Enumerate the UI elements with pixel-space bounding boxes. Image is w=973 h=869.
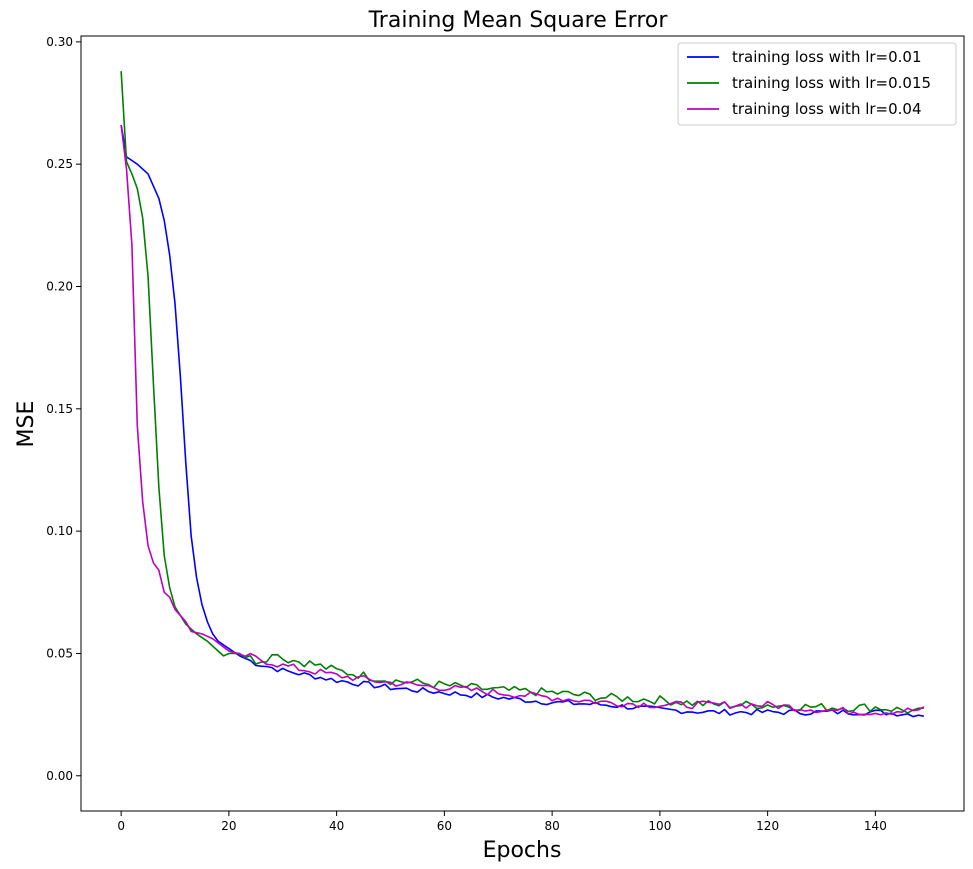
y-tick-label: 0.25 (46, 157, 73, 171)
x-tick-label: 120 (756, 819, 779, 833)
plot-frame (80, 35, 965, 812)
legend-frame (677, 42, 957, 126)
x-tick-label: 140 (864, 819, 887, 833)
y-tick-label: 0.10 (46, 524, 73, 538)
y-tick-label: 0.20 (46, 280, 73, 294)
legend-label: training loss with lr=0.015 (732, 74, 931, 92)
y-tick-label: 0.30 (46, 35, 73, 49)
y-axis: 0.00 0.05 0.10 0.15 0.20 0.25 0.30 (46, 35, 81, 783)
x-tick-label: 40 (329, 819, 344, 833)
x-tick-label: 100 (648, 819, 671, 833)
legend: training loss with lr=0.01 training loss … (677, 42, 957, 126)
series-layer (120, 71, 925, 718)
chart-title: Training Mean Square Error (368, 8, 669, 33)
series-line-1 (120, 124, 925, 718)
x-axis-label: Epochs (483, 838, 562, 863)
x-tick-label: 80 (544, 819, 559, 833)
legend-label: training loss with lr=0.01 (732, 48, 922, 66)
x-tick-label: 60 (437, 819, 452, 833)
series-line-3 (120, 124, 925, 716)
legend-label: training loss with lr=0.04 (732, 100, 922, 118)
series-line-2 (120, 71, 924, 714)
y-tick-label: 0.00 (46, 769, 73, 783)
y-axis-label: MSE (14, 401, 39, 448)
plot-background (81, 36, 964, 811)
x-axis: 0 20 40 60 80 100 120 140 (117, 811, 887, 833)
x-tick-label: 0 (117, 819, 125, 833)
x-tick-label: 20 (221, 819, 236, 833)
y-tick-label: 0.15 (46, 402, 73, 416)
y-tick-label: 0.05 (46, 646, 73, 660)
